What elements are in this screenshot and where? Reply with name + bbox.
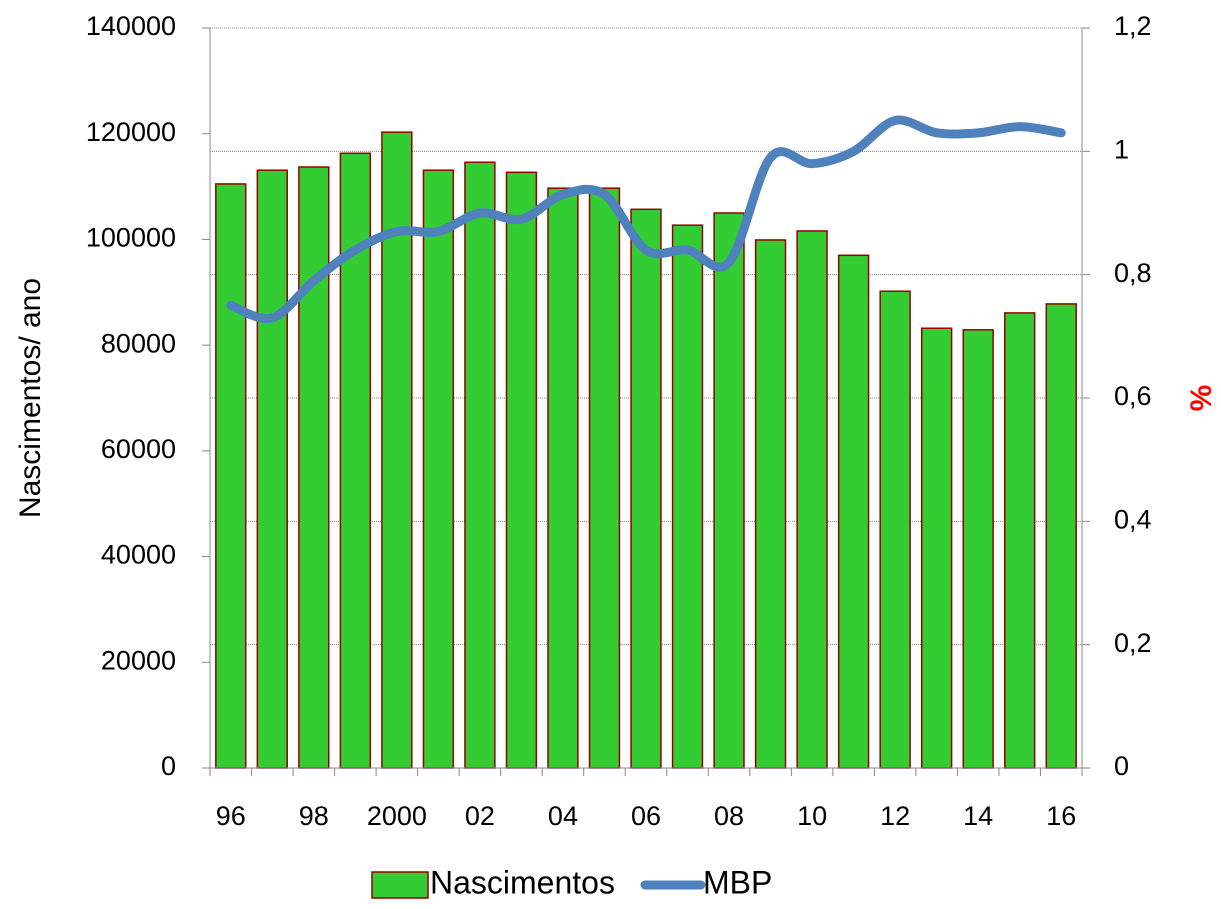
bar	[547, 187, 579, 769]
bar	[505, 171, 538, 769]
legend-swatch	[371, 871, 429, 899]
y-axis-label: Nascimentos/ ano	[14, 278, 47, 518]
x-tick-label: 06	[631, 801, 661, 831]
x-tick-label: 96	[216, 801, 246, 831]
bar	[422, 169, 455, 769]
y2-tick-label: 0,2	[1114, 628, 1152, 658]
bar	[630, 208, 662, 769]
line	[226, 115, 1066, 324]
bar	[1004, 312, 1036, 769]
y-tick-label: 120000	[86, 117, 176, 147]
x-tick-label: 16	[1046, 801, 1076, 831]
y2-tick-label: 1	[1114, 134, 1129, 164]
y2-tick-label: 0,6	[1114, 381, 1152, 411]
bar	[256, 169, 288, 769]
x-tick-label: 02	[465, 801, 495, 831]
y2-tick-label: 0	[1114, 751, 1129, 781]
y-tick-label: 140000	[86, 11, 176, 41]
bar	[754, 239, 787, 769]
y2-tick-label: 0,4	[1114, 504, 1152, 534]
y2-tick-label: 1,2	[1114, 11, 1152, 41]
x-tick-label: 08	[714, 801, 744, 831]
x-tick-label: 2000	[367, 801, 427, 831]
y-tick-label: 100000	[86, 223, 176, 253]
bar	[920, 327, 953, 769]
bar	[796, 230, 828, 769]
bar	[713, 212, 745, 769]
y-tick-label: 80000	[101, 328, 176, 358]
x-tick-label: 04	[548, 801, 578, 831]
bar	[1045, 303, 1077, 769]
bar	[464, 161, 496, 769]
x-tick-label: 10	[797, 801, 827, 831]
y-tick-label: 40000	[101, 540, 176, 570]
bar	[588, 187, 621, 769]
x-tick-label: 12	[880, 801, 910, 831]
y-tick-label: 20000	[101, 645, 176, 675]
x-tick-label: 14	[963, 801, 993, 831]
x-tick-label: 98	[299, 801, 329, 831]
legend-label: MBP	[703, 864, 772, 900]
bar	[215, 183, 247, 769]
y2-tick-label: 0,8	[1114, 258, 1152, 288]
bar	[298, 166, 330, 769]
y-tick-label: 60000	[101, 434, 176, 464]
bar	[671, 224, 704, 769]
y-tick-label: 0	[161, 751, 176, 781]
bar	[837, 254, 870, 769]
bar	[962, 329, 994, 769]
y2-axis-label: %	[1185, 385, 1218, 412]
bar	[879, 290, 911, 769]
legend-label: Nascimentos	[430, 864, 615, 900]
